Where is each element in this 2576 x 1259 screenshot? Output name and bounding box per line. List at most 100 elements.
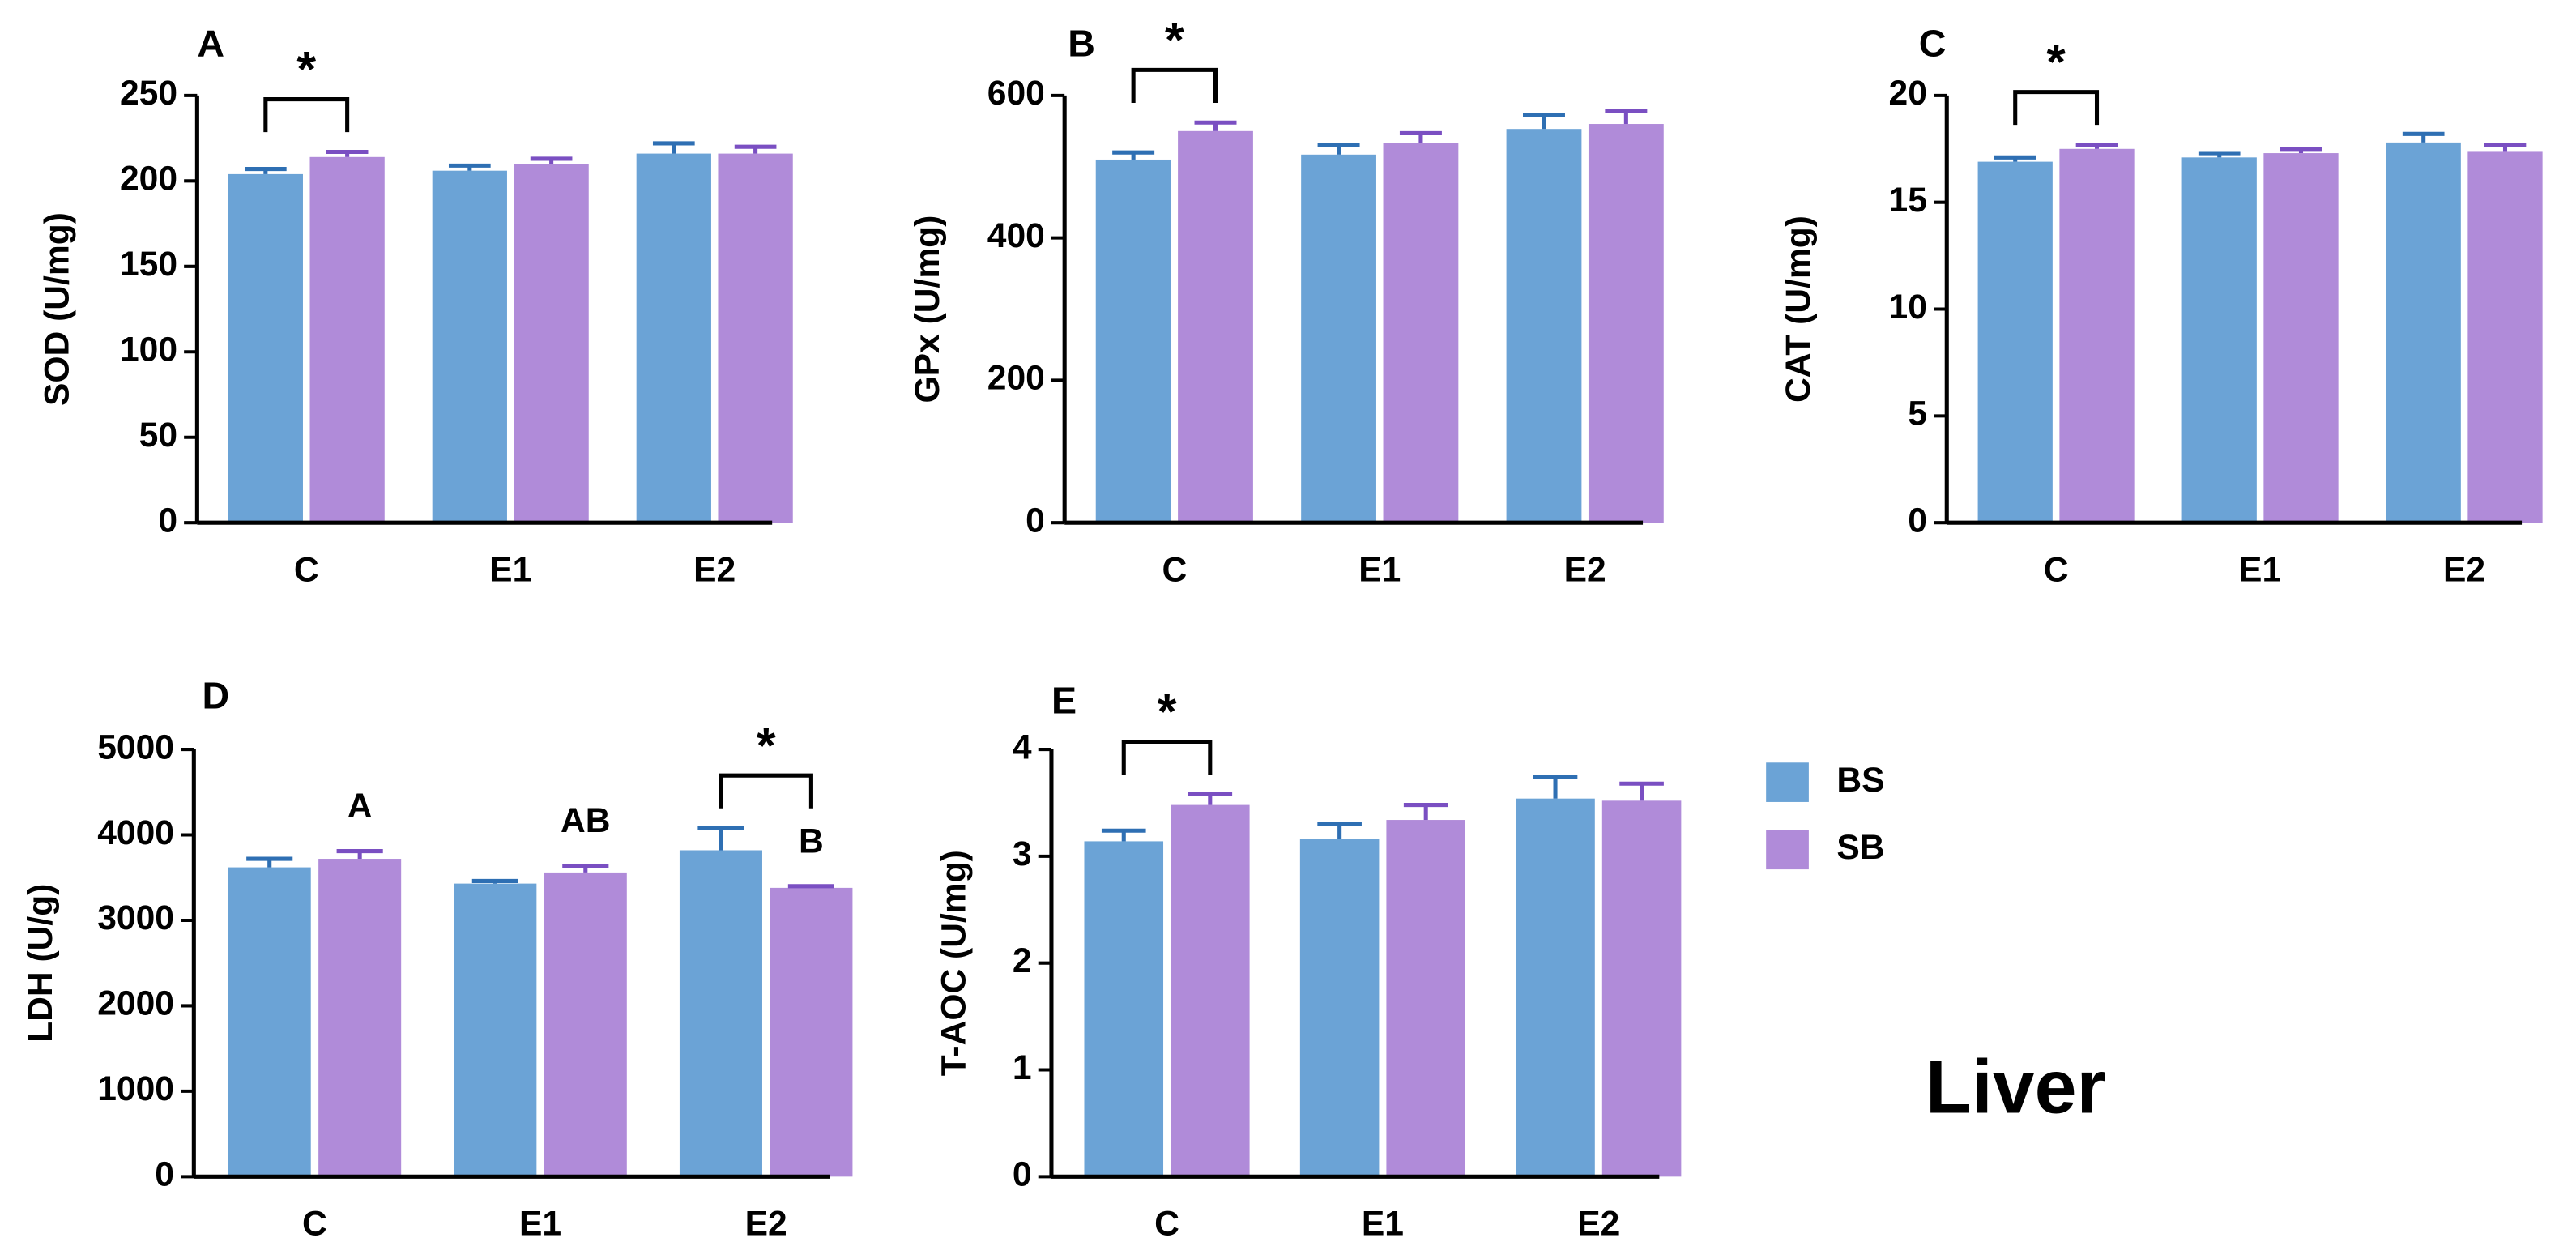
bar xyxy=(432,170,507,523)
x-tick-label: E1 xyxy=(519,1204,561,1243)
bar xyxy=(1299,839,1380,1177)
y-tick-label: 200 xyxy=(120,160,177,198)
significance-bracket xyxy=(1121,739,1213,775)
y-tick-label: 3 xyxy=(1013,834,1032,873)
bar xyxy=(718,153,793,523)
y-tick-label: 3000 xyxy=(97,898,174,937)
bar xyxy=(1301,154,1376,523)
x-tick-label: C xyxy=(294,550,319,589)
y-tick-label: 250 xyxy=(120,74,177,113)
bar xyxy=(1588,124,1664,523)
bar xyxy=(454,883,537,1177)
y-tick-label: 600 xyxy=(987,74,1045,113)
y-axis-label: GPx (U/mg) xyxy=(908,216,947,403)
bar xyxy=(1084,841,1164,1177)
bar xyxy=(1386,820,1465,1177)
y-tick-label: 1000 xyxy=(97,1069,174,1108)
y-tick-label: 50 xyxy=(139,416,177,455)
significance-mark: * xyxy=(1158,684,1177,739)
bar xyxy=(1506,129,1582,523)
bar xyxy=(2263,153,2339,523)
panel-label: C xyxy=(1919,22,1947,64)
significance-bracket xyxy=(1131,67,1218,103)
x-tick-label: C xyxy=(302,1204,327,1243)
x-tick-label: E2 xyxy=(1577,1204,1619,1243)
x-tick-label: E1 xyxy=(1358,550,1401,589)
y-tick-label: 5000 xyxy=(97,728,174,766)
significance-mark: * xyxy=(2046,34,2066,89)
y-tick-label: 2 xyxy=(1013,941,1032,980)
bar xyxy=(1383,143,1459,523)
legend-label: BS xyxy=(1836,761,1884,800)
y-tick-label: 20 xyxy=(1889,74,1927,113)
bar xyxy=(2059,148,2135,523)
group-letter: B xyxy=(799,822,824,860)
x-tick-label: E2 xyxy=(2443,550,2485,589)
bar xyxy=(1977,161,2053,523)
bar xyxy=(2181,157,2257,523)
x-tick-label: C xyxy=(2044,550,2069,589)
x-tick-label: E2 xyxy=(693,550,736,589)
bar xyxy=(228,867,311,1177)
x-tick-label: C xyxy=(1162,550,1187,589)
y-tick-label: 4000 xyxy=(97,813,174,852)
y-tick-label: 10 xyxy=(1889,288,1927,326)
x-tick-label: E1 xyxy=(2239,550,2281,589)
bar xyxy=(514,164,589,523)
y-axis-label: CAT (U/mg) xyxy=(1779,216,1818,403)
bar xyxy=(2386,142,2461,523)
significance-bracket xyxy=(719,773,813,809)
y-tick-label: 1 xyxy=(1013,1048,1032,1087)
bar xyxy=(544,872,627,1177)
group-letter: AB xyxy=(561,801,611,840)
y-tick-label: 200 xyxy=(987,359,1045,398)
x-tick-label: C xyxy=(1154,1204,1179,1243)
bar xyxy=(770,887,853,1177)
y-tick-label: 2000 xyxy=(97,984,174,1023)
y-tick-label: 100 xyxy=(120,331,177,369)
bar xyxy=(679,850,762,1177)
panel-label: E xyxy=(1051,680,1077,722)
bar xyxy=(2467,151,2543,523)
y-tick-label: 0 xyxy=(1026,501,1045,540)
y-tick-label: 5 xyxy=(1908,395,1927,433)
y-tick-label: 4 xyxy=(1013,728,1032,766)
caption: Liver xyxy=(1926,1045,2106,1129)
legend-swatch xyxy=(1766,762,1809,802)
bar xyxy=(228,173,303,523)
x-tick-label: E2 xyxy=(1564,550,1606,589)
bar xyxy=(1095,159,1171,523)
significance-mark: * xyxy=(296,41,316,96)
panel-label: D xyxy=(202,675,229,717)
panel-label: A xyxy=(197,22,224,64)
bar xyxy=(1601,800,1682,1177)
significance-mark: * xyxy=(1165,12,1184,67)
panel-label: B xyxy=(1068,22,1095,64)
bar xyxy=(636,153,711,523)
y-tick-label: 400 xyxy=(987,216,1045,255)
bar xyxy=(309,156,385,523)
significance-mark: * xyxy=(757,718,776,773)
x-tick-label: E2 xyxy=(745,1204,787,1243)
y-axis-label: SOD (U/mg) xyxy=(37,212,76,406)
bar xyxy=(1516,798,1595,1177)
bar xyxy=(1171,804,1250,1177)
bar xyxy=(318,859,402,1177)
bar xyxy=(1178,130,1253,523)
y-tick-label: 0 xyxy=(1908,501,1927,540)
group-letter: A xyxy=(348,787,373,826)
y-axis-label: LDH (U/g) xyxy=(21,884,60,1043)
legend-label: SB xyxy=(1836,828,1884,867)
y-tick-label: 15 xyxy=(1889,181,1927,220)
significance-bracket xyxy=(263,97,350,133)
y-axis-label: T-AOC (U/mg) xyxy=(935,850,974,1076)
y-tick-label: 0 xyxy=(155,1155,174,1194)
x-tick-label: E1 xyxy=(489,550,531,589)
y-tick-label: 0 xyxy=(1013,1155,1032,1194)
x-tick-label: E1 xyxy=(1362,1204,1404,1243)
y-tick-label: 150 xyxy=(120,245,177,284)
significance-bracket xyxy=(2013,90,2100,126)
y-tick-label: 0 xyxy=(158,501,177,540)
legend-swatch xyxy=(1766,830,1809,870)
